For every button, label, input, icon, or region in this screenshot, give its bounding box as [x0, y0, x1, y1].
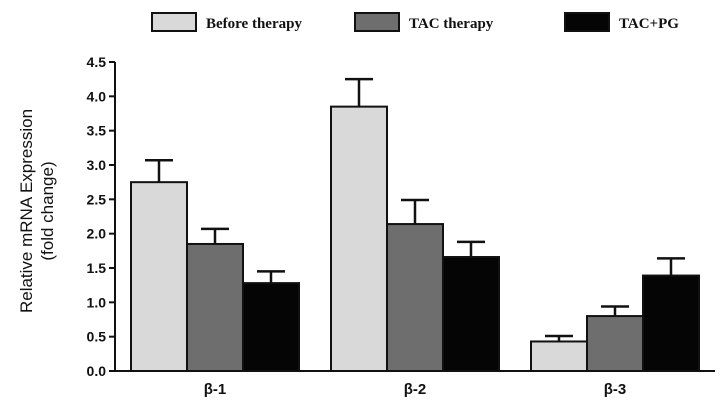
y-tick-label: 2.5	[87, 191, 107, 207]
y-axis-label-line-1: Relative mRNA Expression	[17, 109, 36, 313]
y-tick-label: 3.0	[87, 157, 107, 173]
bar-tac-pg-3	[642, 274, 700, 373]
legend-swatch	[564, 12, 610, 32]
bar-before-therapy-1	[130, 181, 188, 372]
bar-tac-therapy-1	[186, 242, 244, 372]
legend-swatch	[151, 12, 197, 32]
y-tick-label: 1.5	[87, 260, 107, 276]
y-tick-label: 4.0	[87, 88, 107, 104]
x-axis: β-1 β-2 β-3	[115, 370, 715, 398]
legend-label: TAC therapy	[409, 16, 494, 32]
bar-before-therapy-3	[530, 340, 588, 372]
legend-label: TAC+PG	[619, 16, 679, 32]
bar-tac-pg-1	[242, 282, 300, 372]
legend-swatch	[354, 12, 400, 32]
y-axis-label-line-2: (fold change)	[38, 161, 57, 260]
bar-before-therapy-2	[330, 105, 388, 372]
bar-tac-therapy-3	[586, 315, 644, 373]
y-axis: 0.0 0.5 1.0 1.5 2.0 2.5 3.0 3.5 4.0 4.5	[87, 54, 116, 379]
bar-tac-pg-2	[442, 256, 500, 372]
y-axis-label: Relative mRNA Expression (fold change)	[17, 109, 57, 313]
y-tick-label: 4.5	[87, 54, 107, 70]
legend-label: Before therapy	[206, 16, 302, 32]
y-tick-label: 0.0	[87, 363, 107, 379]
legend: Before therapy TAC therapy TAC+PG	[151, 12, 679, 32]
y-tick-label: 0.5	[87, 329, 107, 345]
y-tick-label: 2.0	[87, 226, 107, 242]
x-category-label: β-2	[404, 381, 427, 398]
y-tick-label: 1.0	[87, 294, 107, 310]
bar-tac-therapy-2	[386, 223, 444, 372]
x-category-label: β-1	[204, 381, 227, 398]
y-tick-label: 3.5	[87, 123, 107, 139]
bars	[130, 77, 700, 373]
x-category-label: β-3	[604, 381, 627, 398]
